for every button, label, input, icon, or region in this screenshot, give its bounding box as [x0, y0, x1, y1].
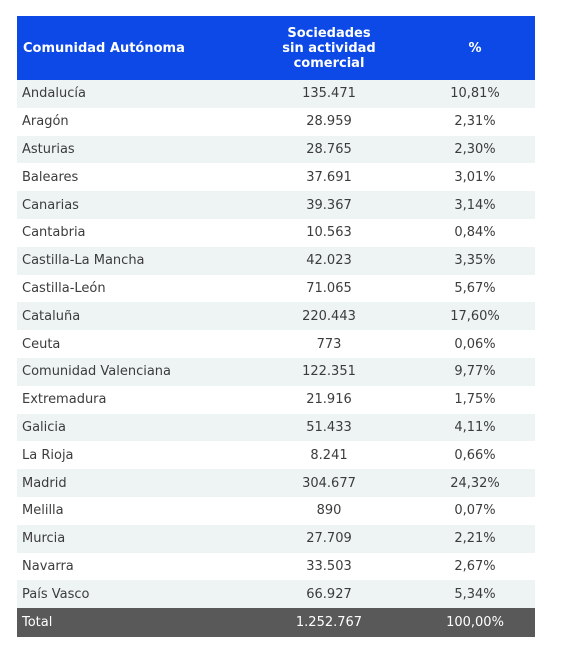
region-cell: Madrid [17, 469, 243, 497]
data-table-container: Comunidad Autónoma Sociedades sin activi… [17, 16, 535, 638]
region-cell: Asturias [17, 135, 243, 164]
table-header: Comunidad Autónoma Sociedades sin activi… [17, 16, 535, 80]
table-row: Navarra 33.503 2,67% [17, 552, 535, 581]
region-cell: Baleares [17, 163, 243, 192]
percent-cell: 0,84% [415, 218, 535, 247]
table-row: Baleares 37.691 3,01% [17, 163, 535, 192]
table-row: Galicia 51.433 4,11% [17, 413, 535, 442]
table-row: Madrid 304.677 24,32% [17, 469, 535, 497]
percent-cell: 1,75% [415, 385, 535, 414]
header-companies-line-3: comercial [293, 55, 365, 71]
table-row: Melilla 890 0,07% [17, 496, 535, 525]
region-cell: Cataluña [17, 302, 243, 331]
percent-cell: 0,66% [415, 441, 535, 470]
total-row: Total 1.252.767 100,00% [17, 608, 535, 638]
table-row: Asturias 28.765 2,30% [17, 135, 535, 164]
percent-cell: 2,67% [415, 552, 535, 581]
region-cell: Melilla [17, 496, 243, 525]
societies-table: Comunidad Autónoma Sociedades sin activi… [17, 16, 535, 638]
companies-cell: 27.709 [243, 524, 415, 553]
table-row: Extremadura 21.916 1,75% [17, 385, 535, 414]
region-cell: Aragón [17, 107, 243, 136]
table-row: La Rioja 8.241 0,66% [17, 441, 535, 470]
table-footer: Total 1.252.767 100,00% [17, 608, 535, 638]
companies-cell: 37.691 [243, 163, 415, 192]
table-row: Cataluña 220.443 17,60% [17, 302, 535, 331]
companies-cell: 10.563 [243, 218, 415, 247]
companies-cell: 122.351 [243, 357, 415, 386]
total-percent: 100,00% [415, 608, 535, 638]
companies-cell: 773 [243, 330, 415, 358]
table-row: País Vasco 66.927 5,34% [17, 580, 535, 609]
total-label: Total [17, 608, 243, 638]
percent-cell: 3,01% [415, 163, 535, 192]
companies-cell: 220.443 [243, 302, 415, 331]
region-cell: Comunidad Valenciana [17, 357, 243, 386]
percent-cell: 2,31% [415, 107, 535, 136]
companies-cell: 890 [243, 496, 415, 525]
region-cell: Galicia [17, 413, 243, 442]
total-value: 1.252.767 [243, 608, 415, 638]
percent-cell: 0,06% [415, 330, 535, 358]
companies-cell: 135.471 [243, 80, 415, 108]
companies-cell: 304.677 [243, 469, 415, 497]
companies-cell: 33.503 [243, 552, 415, 581]
table-row: Aragón 28.959 2,31% [17, 107, 535, 136]
table-row: Comunidad Valenciana 122.351 9,77% [17, 357, 535, 386]
table-row: Ceuta 773 0,06% [17, 330, 535, 358]
percent-cell: 3,14% [415, 191, 535, 219]
percent-cell: 9,77% [415, 357, 535, 386]
table-row: Andalucía 135.471 10,81% [17, 80, 535, 108]
companies-cell: 71.065 [243, 274, 415, 303]
region-cell: Extremadura [17, 385, 243, 414]
region-cell: Navarra [17, 552, 243, 581]
region-cell: Castilla-León [17, 274, 243, 303]
table-row: Castilla-La Mancha 42.023 3,35% [17, 246, 535, 275]
region-cell: Castilla-La Mancha [17, 246, 243, 275]
percent-cell: 24,32% [415, 469, 535, 497]
header-row: Comunidad Autónoma Sociedades sin activi… [17, 16, 535, 80]
percent-cell: 0,07% [415, 496, 535, 525]
companies-cell: 66.927 [243, 580, 415, 609]
region-cell: Murcia [17, 524, 243, 553]
table-row: Murcia 27.709 2,21% [17, 524, 535, 553]
companies-cell: 28.959 [243, 107, 415, 136]
companies-cell: 21.916 [243, 385, 415, 414]
companies-cell: 28.765 [243, 135, 415, 164]
companies-cell: 51.433 [243, 413, 415, 442]
region-cell: País Vasco [17, 580, 243, 609]
region-cell: Canarias [17, 191, 243, 219]
table-row: Canarias 39.367 3,14% [17, 191, 535, 219]
percent-cell: 2,21% [415, 524, 535, 553]
region-cell: Ceuta [17, 330, 243, 358]
region-cell: La Rioja [17, 441, 243, 470]
percent-cell: 17,60% [415, 302, 535, 331]
header-region: Comunidad Autónoma [17, 16, 243, 80]
header-companies-line-1: Sociedades [287, 25, 371, 41]
percent-cell: 2,30% [415, 135, 535, 164]
companies-cell: 42.023 [243, 246, 415, 275]
companies-cell: 8.241 [243, 441, 415, 470]
header-percent: % [415, 16, 535, 80]
table-body: Andalucía 135.471 10,81% Aragón 28.959 2,31% A… [17, 80, 535, 609]
table-row: Cantabria 10.563 0,84% [17, 218, 535, 247]
percent-cell: 4,11% [415, 413, 535, 442]
percent-cell: 10,81% [415, 80, 535, 108]
table-row: Castilla-León 71.065 5,67% [17, 274, 535, 303]
region-cell: Cantabria [17, 218, 243, 247]
percent-cell: 3,35% [415, 246, 535, 275]
percent-cell: 5,67% [415, 274, 535, 303]
companies-cell: 39.367 [243, 191, 415, 219]
header-companies: Sociedades sin actividad comercial [243, 16, 415, 80]
percent-cell: 5,34% [415, 580, 535, 609]
header-companies-line-2: sin actividad [282, 40, 376, 56]
region-cell: Andalucía [17, 80, 243, 108]
